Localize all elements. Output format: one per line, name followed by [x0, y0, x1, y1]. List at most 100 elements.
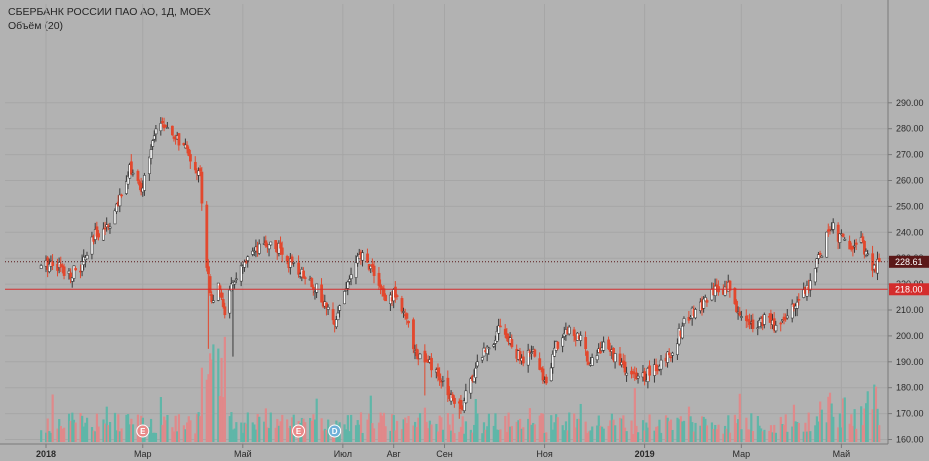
volume-bar	[233, 428, 236, 442]
candle-body	[667, 352, 671, 356]
volume-bar	[251, 422, 254, 442]
candle-body	[243, 261, 246, 268]
candle	[366, 248, 369, 263]
candle-body	[279, 242, 283, 249]
volume-bar	[222, 397, 225, 442]
volume-bar	[67, 413, 71, 442]
volume-bar	[556, 417, 559, 442]
volume-bar	[118, 431, 121, 442]
candle	[200, 166, 204, 211]
candle-body	[348, 278, 351, 282]
dividend-marker-icon[interactable]	[328, 424, 342, 438]
volume-bar	[679, 416, 682, 442]
candle-body	[492, 344, 496, 347]
volume-bar	[63, 427, 66, 442]
candle-body	[402, 311, 406, 313]
volume-bar	[469, 429, 472, 442]
volume-bar	[497, 429, 500, 442]
candle-body	[464, 390, 468, 404]
volume-bar	[128, 424, 131, 442]
candle	[836, 222, 840, 250]
volume-bar	[641, 420, 645, 442]
candle	[681, 322, 684, 340]
price-axis[interactable]: 160.00170.00180.00190.00200.00210.00220.…	[888, 98, 924, 445]
event-marker[interactable]: E	[292, 424, 306, 438]
volume-bar	[668, 421, 671, 442]
volume-indicator-label[interactable]: Объём (20)	[8, 20, 64, 32]
candle-body	[285, 256, 289, 262]
volume-bar	[758, 425, 761, 442]
volume-bar	[382, 412, 386, 442]
candle-body	[302, 270, 305, 279]
volume-bar	[851, 425, 855, 442]
volume-bar	[564, 421, 568, 442]
candle-body	[349, 274, 353, 280]
candle-body	[136, 170, 140, 181]
volume-bar	[471, 432, 474, 442]
candle-body	[453, 397, 456, 404]
candle	[694, 307, 697, 320]
candle	[170, 125, 174, 137]
candle-body	[161, 121, 164, 124]
candle	[671, 351, 674, 363]
candle	[779, 321, 783, 332]
volume-bar	[451, 413, 454, 442]
candle	[441, 375, 445, 387]
candle	[120, 193, 123, 199]
volume-bar	[320, 418, 323, 442]
candle-body	[415, 348, 419, 357]
candle	[292, 262, 296, 267]
volume-bar	[389, 430, 392, 442]
volume-bar	[596, 425, 599, 442]
volume-bar	[464, 421, 468, 442]
candle	[51, 254, 55, 271]
candle-body	[838, 233, 842, 243]
earnings-marker-icon[interactable]	[136, 424, 150, 438]
candle-body	[451, 394, 455, 399]
time-axis[interactable]: 2018 Мар Май Июл Авг Сен Ноя 2019 Мар Май	[36, 444, 850, 459]
candle	[487, 346, 491, 356]
candle-body	[159, 123, 163, 132]
volume-bar	[781, 424, 784, 442]
candle-body	[861, 236, 865, 242]
volume-bar	[395, 420, 399, 442]
volume-bar	[71, 412, 74, 442]
volume-bar	[417, 417, 420, 442]
candle-body	[763, 314, 766, 325]
volume-bar	[768, 430, 771, 442]
volume-bar	[209, 353, 212, 442]
volume-bar	[820, 409, 823, 442]
volume-bar	[827, 396, 830, 442]
candle	[643, 367, 647, 386]
chart-title: СБЕРБАНК РОССИИ ПАО АО, 1Д, MOEX	[8, 6, 211, 18]
candle-body	[430, 357, 433, 371]
candle	[485, 345, 489, 362]
candle-body	[382, 288, 386, 297]
volume-bar	[591, 426, 594, 442]
volume-bar	[148, 427, 151, 442]
candle	[62, 263, 66, 280]
candle-body	[315, 283, 319, 293]
volume-bar	[528, 408, 531, 442]
earnings-marker-icon[interactable]	[292, 424, 306, 438]
candle-body	[740, 316, 743, 318]
event-marker[interactable]: D	[328, 424, 342, 438]
volume-bar	[805, 431, 809, 442]
candle-body	[474, 367, 478, 378]
time-axis-label: Мар	[134, 449, 152, 459]
price-axis-label: 160.00	[896, 435, 924, 445]
candle	[257, 239, 261, 255]
candle-body	[705, 300, 709, 303]
volume-bar	[164, 420, 167, 442]
candle	[223, 302, 227, 319]
volume-bar	[532, 422, 535, 442]
volume-bar	[637, 432, 640, 442]
time-axis-label: Авг	[387, 449, 402, 459]
event-marker[interactable]: E	[136, 424, 150, 438]
candle-body	[280, 247, 284, 255]
candle	[602, 336, 606, 353]
volume-bar	[269, 412, 272, 442]
candle	[544, 374, 548, 386]
